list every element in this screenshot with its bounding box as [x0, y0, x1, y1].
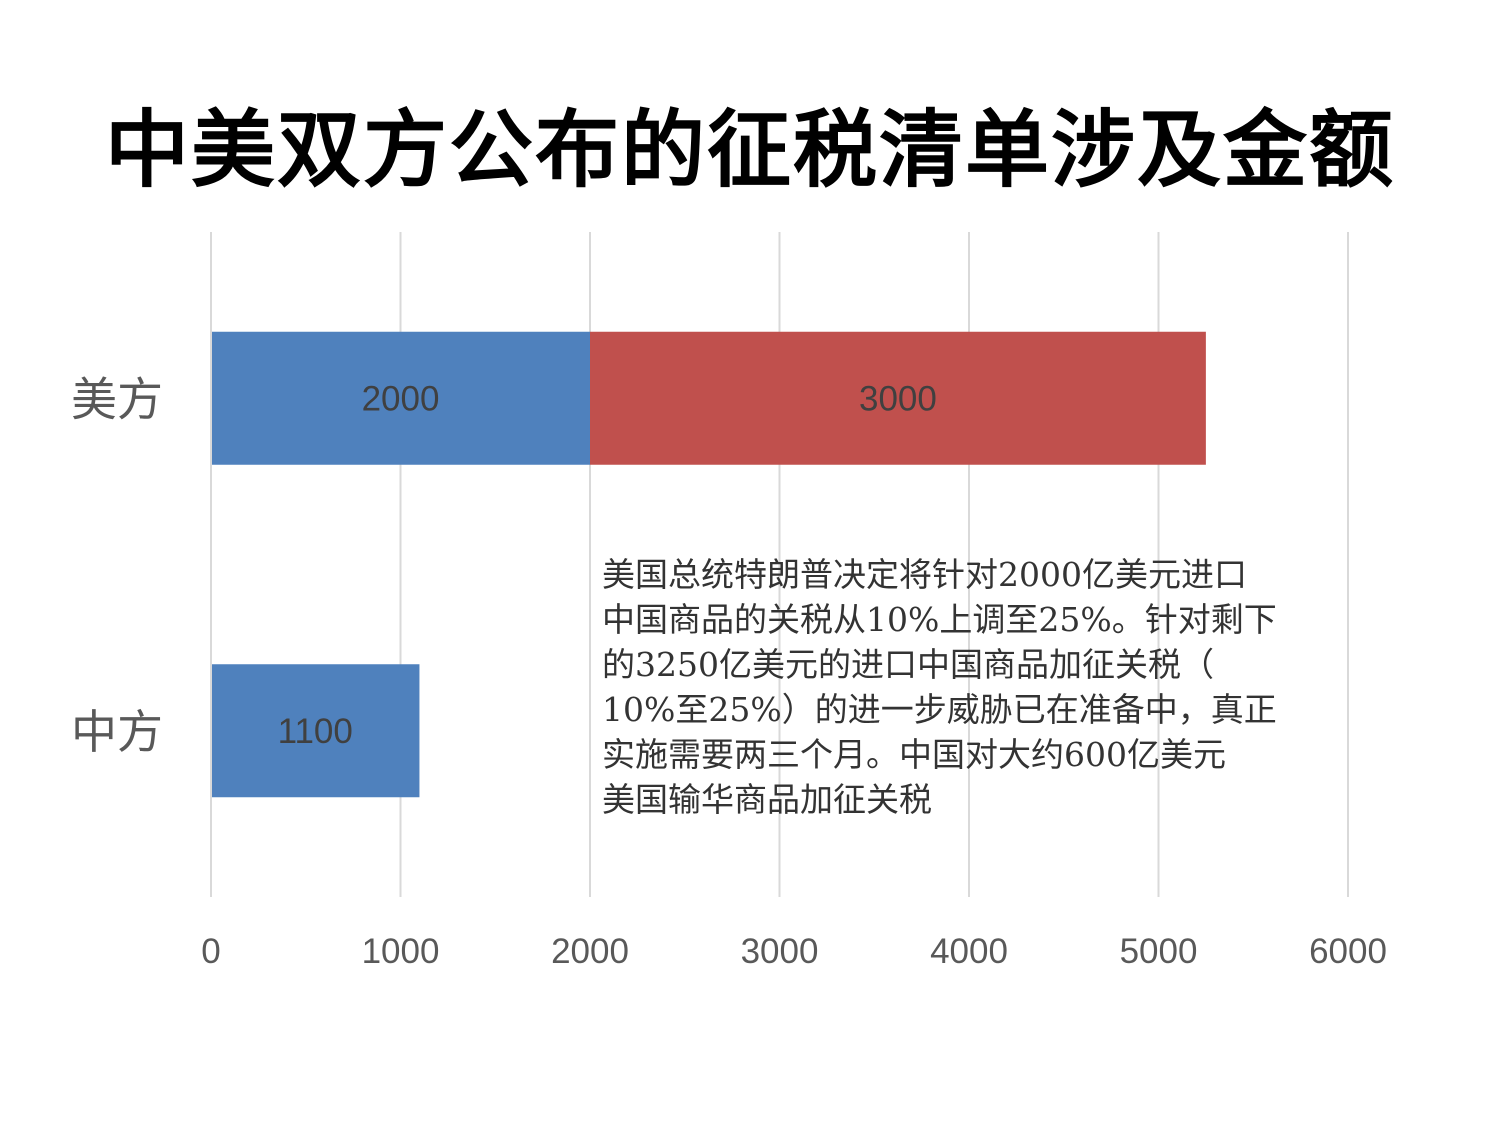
- x-tick-label: 5000: [1120, 932, 1198, 971]
- page-title: 中美双方公布的征税清单涉及金额: [104, 101, 1395, 199]
- chart-annotation: 美国总统特朗普决定将针对2000亿美元进口 中国商品的关税从10%上调至25%。…: [602, 555, 1277, 819]
- category-label: 中方: [71, 705, 163, 759]
- bar-segment: [211, 331, 590, 465]
- x-tick-label: 3000: [741, 932, 819, 971]
- data-label: 2000: [362, 379, 440, 418]
- data-label: 3000: [859, 379, 937, 418]
- x-tick-label: 4000: [930, 932, 1008, 971]
- data-label: 1100: [278, 712, 353, 751]
- x-tick-label: 2000: [551, 932, 629, 971]
- category-label: 美方: [71, 372, 163, 426]
- x-tick-label: 1000: [362, 932, 440, 971]
- x-tick-label: 0: [201, 932, 220, 971]
- bar-segment: [211, 664, 420, 798]
- x-tick-label: 6000: [1309, 932, 1387, 971]
- bar-segment: [590, 331, 1206, 465]
